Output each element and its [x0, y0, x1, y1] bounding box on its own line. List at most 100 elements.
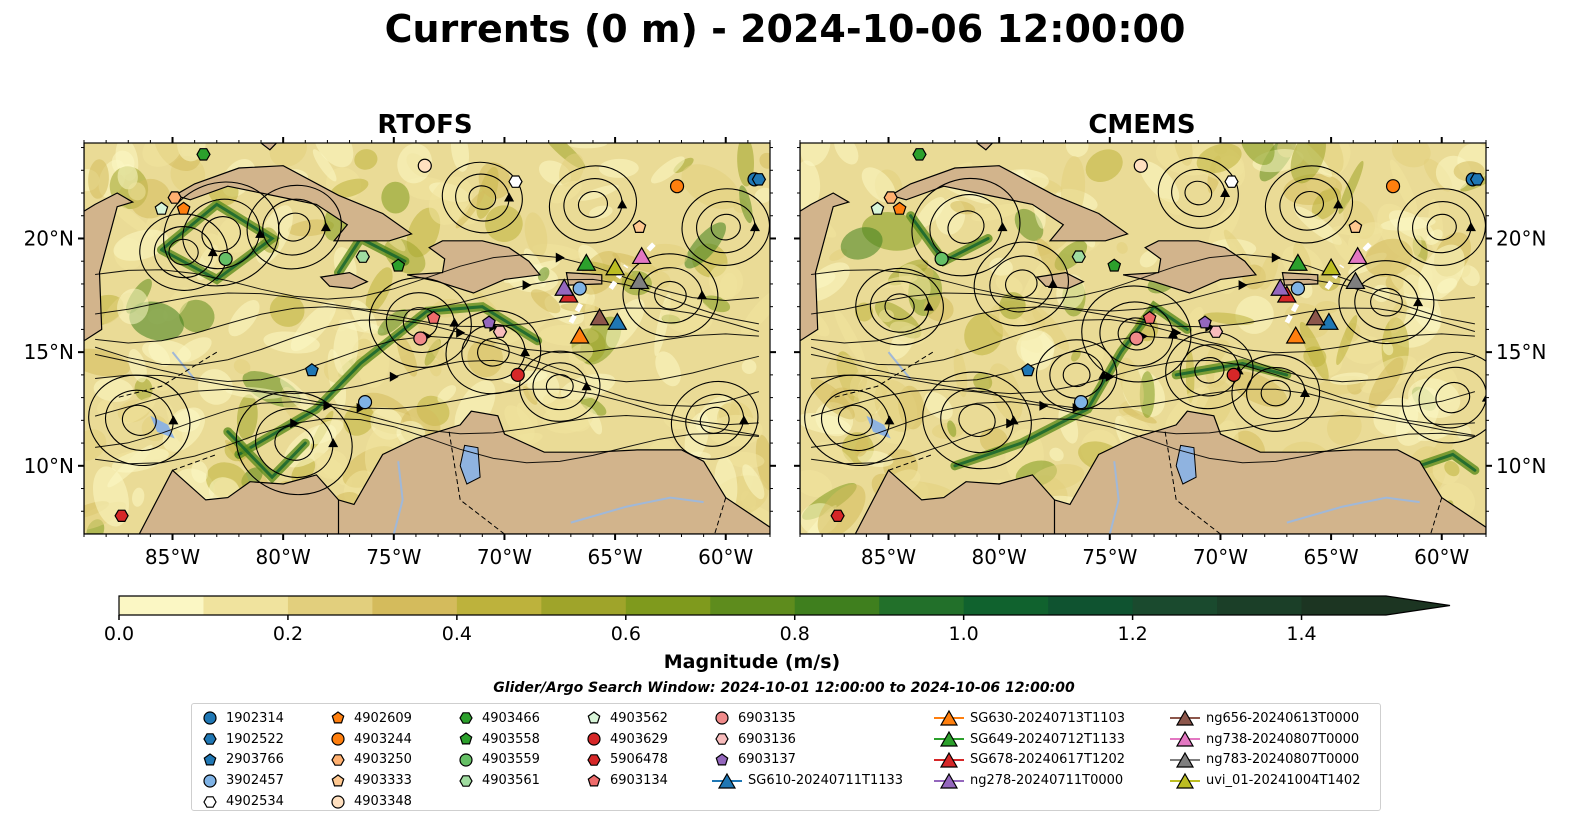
- streamline: [1260, 379, 1291, 407]
- legend-marker: [587, 732, 601, 746]
- legend-label: 4903348: [354, 794, 412, 810]
- magnitude-blob: [1049, 447, 1064, 462]
- x-tick-label: 75°W: [366, 545, 421, 569]
- lake-maracaibo: [1175, 444, 1197, 485]
- streamline: [1171, 168, 1226, 218]
- legend-item: 6903136: [712, 729, 903, 750]
- streamline: [121, 404, 157, 436]
- streamline-arrow: [520, 347, 531, 357]
- legend-label: 4903629: [610, 731, 668, 747]
- hexagon-marker-icon: [203, 733, 217, 745]
- streamline-arrow: [697, 290, 708, 300]
- streamline-arrow: [456, 327, 466, 338]
- hexagon-marker-icon: [203, 795, 217, 808]
- colorbar-segment: [794, 596, 880, 615]
- legend-marker: [459, 753, 473, 767]
- colorbar-tick-label: 0.2: [273, 623, 303, 645]
- streamline-arrow: [328, 438, 339, 448]
- colorbar: 0.0 0.2 0.4 0.6 0.8 1.0 1.2 1.4: [104, 595, 1451, 645]
- streamline: [1401, 351, 1486, 444]
- magnitude-blob: [397, 143, 433, 184]
- streamline: [670, 380, 759, 460]
- legend-label: 6903137: [738, 752, 796, 768]
- streamline-arrow: [168, 415, 179, 425]
- circle-marker-icon: [587, 732, 601, 746]
- magnitude-blob: [971, 203, 1021, 222]
- station-marker-SG649-20240712T1133: [576, 253, 597, 271]
- magnitude-blob: [1139, 250, 1158, 268]
- x-tick-label: 80°W: [256, 545, 311, 569]
- pentagon-marker-icon: [587, 774, 601, 787]
- legend-label: 4903559: [482, 752, 540, 768]
- legend-marker: [203, 795, 217, 808]
- magnitude-blob: [1208, 205, 1241, 249]
- legend-item: 4903348: [328, 791, 412, 812]
- legend-column: ng656-20240613T0000 ng738-20240807T0000 ng…: [1170, 708, 1360, 791]
- magnitude-blob: [684, 412, 710, 461]
- colorbar-segment: [1048, 596, 1134, 615]
- triangle-marker-icon: [1170, 710, 1200, 726]
- magnitude-blob: [117, 288, 149, 325]
- x-tick-label: 80°W: [972, 545, 1027, 569]
- hexagon-marker-icon: [459, 712, 473, 725]
- map-panel-rtofs: 85°W 80°W 75°W 70°W 65°W 60°W 10°N 15°N 20°N: [24, 137, 776, 569]
- station-marker-uvi_01-20241004T1402: [605, 257, 626, 276]
- magnitude-blob: [1290, 143, 1326, 184]
- station-marker-1902522: [751, 173, 767, 186]
- strong-current-core: [160, 202, 275, 282]
- magnitude-blob: [1311, 187, 1342, 220]
- x-tick-label: 75°W: [1082, 545, 1137, 569]
- station-marker-3902457: [1073, 395, 1089, 410]
- country-border: [1164, 431, 1221, 534]
- streamline: [1165, 331, 1254, 410]
- hexagon-marker-icon: [331, 754, 345, 766]
- magnitude-blob: [269, 294, 305, 327]
- station-marker-4903466: [912, 148, 927, 161]
- station-marker-4903558: [1107, 258, 1122, 272]
- streamline: [1293, 190, 1325, 218]
- station-marker-6903134: [1142, 310, 1157, 324]
- streamline: [274, 425, 315, 461]
- land-mass: [976, 143, 994, 151]
- colorbar-tick-label: 1.2: [1117, 623, 1147, 645]
- legend-item: ng656-20240613T0000: [1170, 708, 1360, 729]
- station-marker-ng738-20240807T0000: [631, 246, 652, 265]
- magnitude-blob: [834, 143, 859, 165]
- x-tick-label: 65°W: [1303, 545, 1358, 569]
- station-marker-4903333: [1348, 219, 1363, 233]
- legend-item: 4902534: [200, 791, 284, 812]
- legend-marker: [939, 751, 959, 768]
- legend-marker: [939, 772, 959, 789]
- legend-label: 4902534: [226, 794, 284, 810]
- colorbar-tick-label: 1.0: [949, 623, 979, 645]
- legend-marker: [203, 711, 217, 725]
- legend-label: ng278-20240711T0000: [970, 773, 1124, 789]
- streamline-arrow: [1238, 280, 1248, 291]
- legend-label: 3902457: [226, 773, 284, 789]
- legend-marker: [331, 774, 345, 787]
- magnitude-blob: [947, 420, 957, 437]
- magnitude-blob: [108, 200, 154, 237]
- magnitude-blob: [1368, 357, 1404, 408]
- station-marker-ng738-20240807T0000: [1347, 246, 1368, 265]
- colorbar-tick-label: 0.4: [442, 623, 472, 645]
- legend-item: 2903766: [200, 750, 284, 771]
- station-marker-4903629: [510, 367, 525, 382]
- station-marker-2903766: [304, 363, 319, 377]
- y-tick-label: 10°N: [1496, 454, 1546, 478]
- triangle-marker-icon: [934, 730, 964, 747]
- magnitude-blob: [542, 402, 594, 434]
- river: [171, 351, 196, 381]
- legend-item: SG649-20240712T1133: [934, 729, 1125, 750]
- legend-item: 5906478: [584, 750, 668, 771]
- streamline: [255, 408, 334, 478]
- legend-label: SG630-20240713T1103: [970, 710, 1126, 726]
- streamline-arrow: [617, 199, 628, 209]
- circle-marker-icon: [203, 774, 217, 788]
- streamline: [1081, 285, 1192, 383]
- legend-marker: [939, 710, 959, 726]
- legend-marker: [459, 774, 473, 787]
- legend-item: 4903333: [328, 770, 412, 791]
- colorbar-segment: [1132, 596, 1218, 615]
- station-marker-4903348: [1133, 158, 1148, 173]
